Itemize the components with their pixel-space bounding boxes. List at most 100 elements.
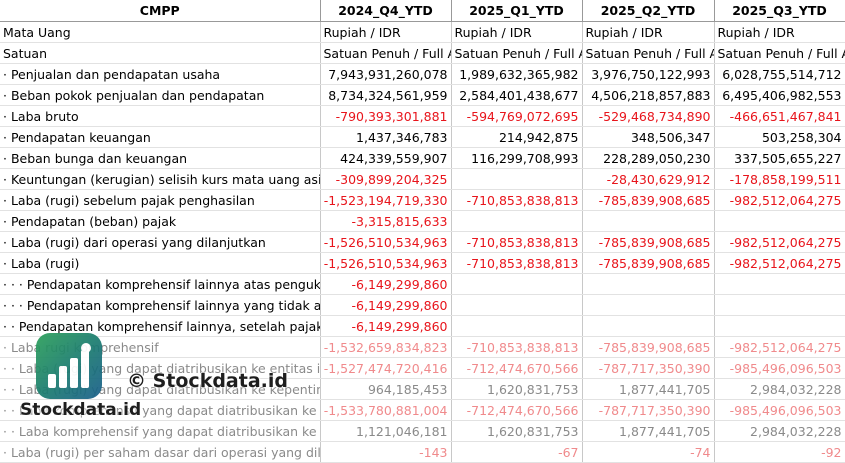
value-cell[interactable]: -74 <box>582 441 715 463</box>
value-cell[interactable]: -982,512,064,275 <box>714 231 845 253</box>
value-cell[interactable] <box>451 210 583 232</box>
value-cell[interactable]: 348,506,347 <box>582 126 715 148</box>
value-cell[interactable]: 4,506,218,857,883 <box>582 84 715 106</box>
value-cell[interactable]: -982,512,064,275 <box>714 252 845 274</box>
value-cell[interactable]: 964,185,453 <box>320 378 452 400</box>
value-cell[interactable]: -710,853,838,813 <box>451 336 583 358</box>
value-cell[interactable] <box>582 315 715 337</box>
meta-cell[interactable]: Satuan Penuh / Full A <box>714 42 845 64</box>
meta-cell[interactable]: Rupiah / IDR <box>714 21 845 43</box>
value-cell[interactable]: -1,533,780,881,004 <box>320 399 452 421</box>
value-cell[interactable] <box>451 168 583 190</box>
value-cell[interactable]: 2,984,032,228 <box>714 420 845 442</box>
row-label: · · · Pendapatan komprehensif lainnya ya… <box>0 294 321 316</box>
value-cell[interactable]: -787,717,350,390 <box>582 399 715 421</box>
row-label: · · · Pendapatan komprehensif lainnya at… <box>0 273 321 295</box>
value-cell[interactable]: -790,393,301,881 <box>320 105 452 127</box>
value-cell[interactable]: 6,495,406,982,553 <box>714 84 845 106</box>
value-cell[interactable]: -982,512,064,275 <box>714 336 845 358</box>
value-cell[interactable] <box>714 315 845 337</box>
value-cell[interactable]: -712,474,670,566 <box>451 357 583 379</box>
meta-cell[interactable]: Rupiah / IDR <box>451 21 583 43</box>
value-cell[interactable]: -1,526,510,534,963 <box>320 252 452 274</box>
value-cell[interactable]: -785,839,908,685 <box>582 336 715 358</box>
table-row: · Beban pokok penjualan dan pendapatan 8,… <box>0 84 845 106</box>
value-cell[interactable]: -6,149,299,860 <box>320 273 452 295</box>
value-cell[interactable]: 1,437,346,783 <box>320 126 452 148</box>
value-cell[interactable]: -28,430,629,912 <box>582 168 715 190</box>
value-cell[interactable]: -3,315,815,633 <box>320 210 452 232</box>
value-cell[interactable]: 1,620,831,753 <box>451 420 583 442</box>
value-cell[interactable]: -178,858,199,511 <box>714 168 845 190</box>
value-cell[interactable]: -712,474,670,566 <box>451 399 583 421</box>
period-header[interactable]: 2024_Q4_YTD <box>320 0 452 22</box>
value-cell[interactable]: 337,505,655,227 <box>714 147 845 169</box>
value-cell[interactable] <box>582 210 715 232</box>
value-cell[interactable]: -787,717,350,390 <box>582 357 715 379</box>
value-cell[interactable]: 1,877,441,705 <box>582 420 715 442</box>
table-row: · · Laba (rugi) yang dapat diatribusikan… <box>0 357 845 379</box>
meta-cell[interactable]: Satuan Penuh / Full A <box>582 42 715 64</box>
value-cell[interactable]: 8,734,324,561,959 <box>320 84 452 106</box>
value-cell[interactable] <box>714 273 845 295</box>
value-cell[interactable]: -785,839,908,685 <box>582 231 715 253</box>
value-cell[interactable]: -985,496,096,503 <box>714 399 845 421</box>
row-label: · Laba (rugi) <box>0 252 321 274</box>
value-cell[interactable]: 2,984,032,228 <box>714 378 845 400</box>
value-cell[interactable]: -6,149,299,860 <box>320 294 452 316</box>
meta-cell[interactable]: Rupiah / IDR <box>320 21 452 43</box>
table-row: · Laba (rugi) per saham dasar dari opera… <box>0 441 845 463</box>
value-cell[interactable]: -985,496,096,503 <box>714 357 845 379</box>
meta-cell[interactable]: Satuan Penuh / Full A <box>451 42 583 64</box>
value-cell[interactable]: -1,526,510,534,963 <box>320 231 452 253</box>
value-cell[interactable] <box>582 294 715 316</box>
value-cell[interactable]: 503,258,304 <box>714 126 845 148</box>
period-header[interactable]: 2025_Q1_YTD <box>451 0 583 22</box>
meta-cell[interactable]: Rupiah / IDR <box>582 21 715 43</box>
value-cell[interactable]: 228,289,050,230 <box>582 147 715 169</box>
value-cell[interactable] <box>451 294 583 316</box>
value-cell[interactable] <box>451 315 583 337</box>
value-cell[interactable]: -785,839,908,685 <box>582 252 715 274</box>
value-cell[interactable]: -982,512,064,275 <box>714 189 845 211</box>
value-cell[interactable] <box>714 210 845 232</box>
period-header[interactable]: 2025_Q3_YTD <box>714 0 845 22</box>
value-cell[interactable]: 116,299,708,993 <box>451 147 583 169</box>
value-cell[interactable]: 214,942,875 <box>451 126 583 148</box>
value-cell[interactable]: 1,121,046,181 <box>320 420 452 442</box>
table-row: · · · Pendapatan komprehensif lainnya at… <box>0 273 845 295</box>
value-cell[interactable]: -1,523,194,719,330 <box>320 189 452 211</box>
value-cell[interactable]: 1,877,441,705 <box>582 378 715 400</box>
value-cell[interactable]: -785,839,908,685 <box>582 189 715 211</box>
value-cell[interactable]: 1,989,632,365,982 <box>451 63 583 85</box>
value-cell[interactable]: 2,584,401,438,677 <box>451 84 583 106</box>
value-cell[interactable]: -466,651,467,841 <box>714 105 845 127</box>
table-row: · Beban bunga dan keuangan 424,339,559,90… <box>0 147 845 169</box>
value-cell[interactable]: -594,769,072,695 <box>451 105 583 127</box>
meta-cell[interactable]: Satuan Penuh / Full A <box>320 42 452 64</box>
watermark-brand: Stockdata.id <box>20 400 142 420</box>
value-cell[interactable]: -1,527,474,720,416 <box>320 357 452 379</box>
value-cell[interactable]: 424,339,559,907 <box>320 147 452 169</box>
value-cell[interactable]: -92 <box>714 441 845 463</box>
value-cell[interactable] <box>714 294 845 316</box>
value-cell[interactable]: -6,149,299,860 <box>320 315 452 337</box>
value-cell[interactable]: -710,853,838,813 <box>451 231 583 253</box>
value-cell[interactable]: 3,976,750,122,993 <box>582 63 715 85</box>
value-cell[interactable]: 7,943,931,260,078 <box>320 63 452 85</box>
table-row: · Laba (rugi) dari operasi yang dilanjut… <box>0 231 845 253</box>
value-cell[interactable]: -710,853,838,813 <box>451 252 583 274</box>
value-cell[interactable]: -529,468,734,890 <box>582 105 715 127</box>
value-cell[interactable]: -710,853,838,813 <box>451 189 583 211</box>
row-label: · Keuntungan (kerugian) selisih kurs mat… <box>0 168 321 190</box>
value-cell[interactable]: -143 <box>320 441 452 463</box>
value-cell[interactable]: -309,899,204,325 <box>320 168 452 190</box>
row-label: · Pendapatan (beban) pajak <box>0 210 321 232</box>
value-cell[interactable]: -1,532,659,834,823 <box>320 336 452 358</box>
value-cell[interactable] <box>451 273 583 295</box>
value-cell[interactable]: 6,028,755,514,712 <box>714 63 845 85</box>
value-cell[interactable]: 1,620,831,753 <box>451 378 583 400</box>
value-cell[interactable]: -67 <box>451 441 583 463</box>
period-header[interactable]: 2025_Q2_YTD <box>582 0 715 22</box>
value-cell[interactable] <box>582 273 715 295</box>
